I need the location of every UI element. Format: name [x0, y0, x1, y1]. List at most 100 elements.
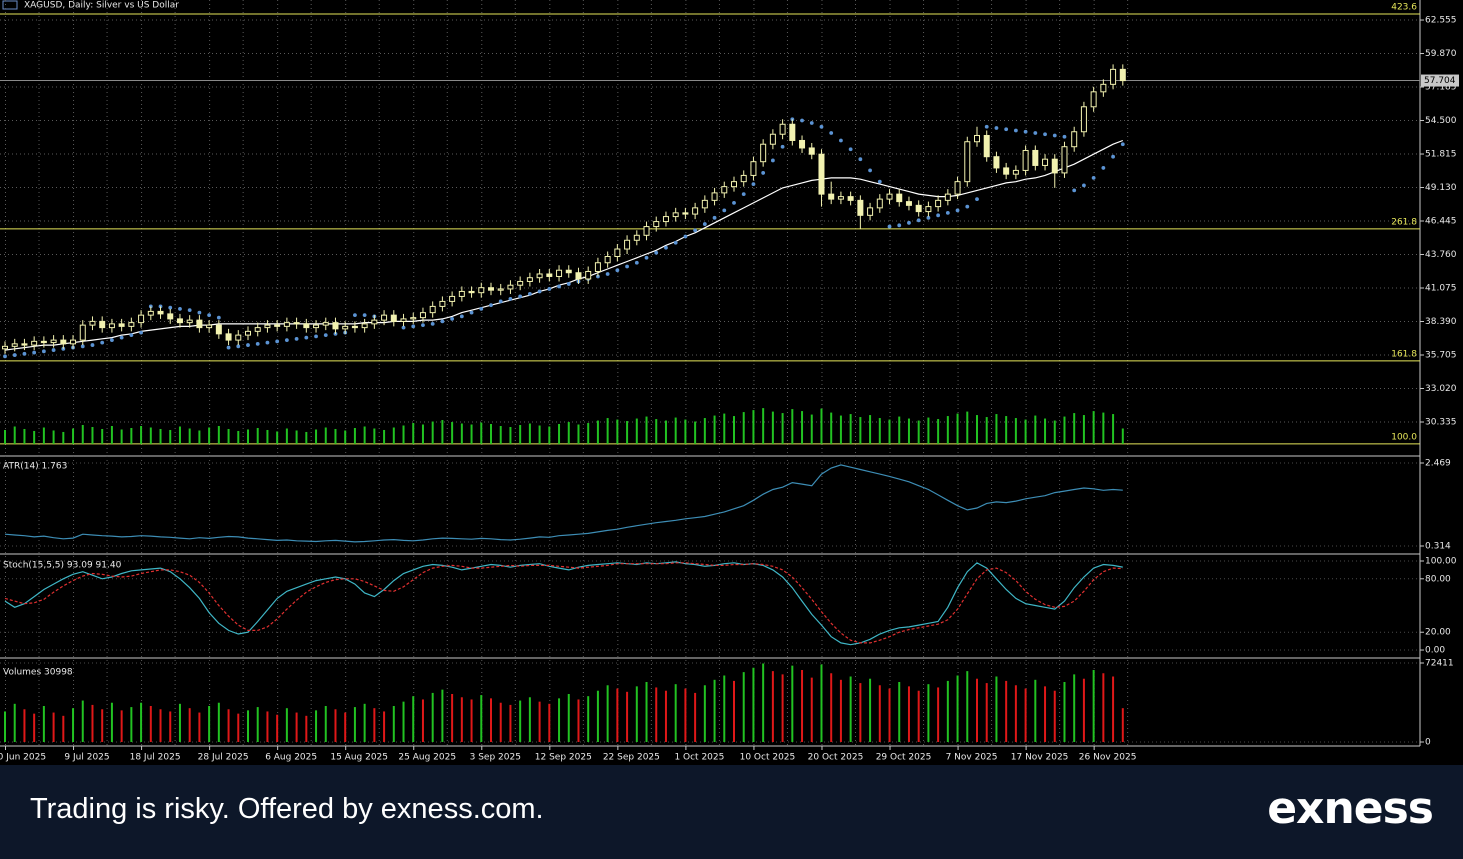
- sar-dot: [1091, 176, 1096, 180]
- sar-dot: [518, 294, 523, 299]
- sar-dot: [829, 131, 834, 135]
- sar-dot: [207, 313, 212, 318]
- sar-dot: [479, 307, 484, 311]
- candle-body: [789, 123, 796, 141]
- candle-body: [371, 319, 378, 325]
- candle-body: [575, 272, 582, 280]
- y-tick-label: 33.020: [1425, 384, 1457, 394]
- x-tick-label: 18 Jul 2025: [130, 753, 181, 763]
- candle-body: [303, 323, 310, 329]
- candle-body: [672, 212, 679, 218]
- candle-body: [488, 287, 494, 291]
- sar-dot: [615, 268, 620, 273]
- x-tick-label: 9 Jul 2025: [64, 753, 109, 763]
- sar-dot: [168, 305, 173, 310]
- candle-body: [682, 212, 689, 215]
- sar-dot: [1033, 131, 1038, 135]
- sar-dot: [22, 351, 27, 356]
- candle-body: [2, 345, 8, 350]
- candle-body: [322, 322, 329, 326]
- sar-dot: [566, 282, 571, 286]
- candle-body: [11, 343, 18, 347]
- candle-body: [653, 221, 660, 228]
- sar-dot: [1004, 127, 1009, 132]
- candle-body: [925, 206, 932, 213]
- y-tick-label: 43.760: [1425, 250, 1457, 260]
- fibo-label: 161.8: [1391, 349, 1417, 359]
- sar-dot: [1072, 188, 1077, 193]
- candle-body: [118, 323, 125, 327]
- candle-body: [536, 273, 543, 279]
- sar-dot: [1043, 132, 1047, 137]
- sar-dot: [129, 333, 134, 338]
- candle-body: [1090, 91, 1097, 108]
- sar-dot: [440, 319, 445, 324]
- candle-body: [449, 295, 456, 302]
- candle-body: [99, 320, 106, 329]
- fibo-label: 423.6: [1391, 2, 1417, 12]
- footer: Trading is risky. Offered by exness.com.…: [0, 765, 1463, 859]
- price-tag: [1421, 74, 1459, 87]
- sar-dot: [994, 126, 999, 130]
- sar-dot: [459, 314, 464, 319]
- sar-dot: [965, 204, 970, 209]
- sar-dot: [547, 287, 552, 291]
- candle-body: [954, 181, 961, 195]
- sar-dot: [868, 168, 872, 173]
- y-tick-label: 0.00: [1425, 646, 1445, 656]
- candle-body: [886, 193, 893, 200]
- candle-body: [721, 186, 728, 194]
- candle-body: [70, 339, 77, 345]
- sar-dot: [712, 215, 717, 220]
- candle-body: [1003, 167, 1010, 175]
- candle-body: [138, 314, 145, 324]
- candle-body: [1071, 131, 1078, 148]
- candle-body: [614, 248, 621, 258]
- candle-body: [274, 324, 281, 327]
- y-tick-label: 80.00: [1425, 574, 1451, 584]
- sar-dot: [1082, 183, 1086, 188]
- candle-body: [176, 318, 183, 324]
- candle-body: [769, 133, 776, 145]
- sar-dot: [265, 340, 270, 345]
- symbol-icon: [2, 0, 18, 10]
- sar-dot: [41, 349, 46, 354]
- x-tick-label: 20 Oct 2025: [808, 753, 864, 763]
- indicator-line: [4, 561, 1123, 646]
- candle-body: [964, 141, 971, 183]
- candle-body: [808, 147, 815, 155]
- candle-body: [507, 284, 514, 290]
- sar-dot: [537, 289, 542, 294]
- sar-dot: [51, 348, 56, 352]
- candle-body: [342, 325, 349, 330]
- sar-dot: [605, 272, 610, 276]
- sar-dot: [284, 338, 289, 342]
- y-tick-label: 49.130: [1425, 183, 1457, 193]
- sar-dot: [916, 218, 921, 223]
- y-tick-label: 0: [1425, 738, 1431, 748]
- y-tick-label: 35.705: [1425, 351, 1457, 361]
- sar-dot: [187, 308, 192, 313]
- y-tick-label: 20.00: [1425, 628, 1451, 638]
- sar-dot: [236, 344, 241, 349]
- candle-body: [867, 207, 874, 216]
- x-tick-label: 7 Nov 2025: [946, 753, 998, 763]
- candle-body: [1100, 83, 1107, 93]
- y-tick-label: 38.390: [1425, 317, 1457, 327]
- indicator-title: Volumes 30998: [3, 668, 73, 678]
- y-tick-label: 30.335: [1425, 418, 1457, 428]
- sar-dot: [1052, 133, 1057, 138]
- candle-body: [293, 322, 300, 325]
- candle-body: [633, 234, 640, 241]
- sar-dot: [926, 215, 931, 220]
- candle-body: [556, 269, 563, 277]
- y-tick-label: 2.469: [1425, 459, 1451, 469]
- candle-body: [818, 153, 825, 195]
- y-tick-label: 57.185: [1425, 83, 1457, 93]
- x-tick-label: 17 Nov 2025: [1011, 753, 1069, 763]
- sar-dot: [362, 313, 367, 318]
- sar-dot: [858, 157, 863, 162]
- y-tick-label: 72411: [1425, 659, 1454, 669]
- candle-body: [993, 156, 1000, 169]
